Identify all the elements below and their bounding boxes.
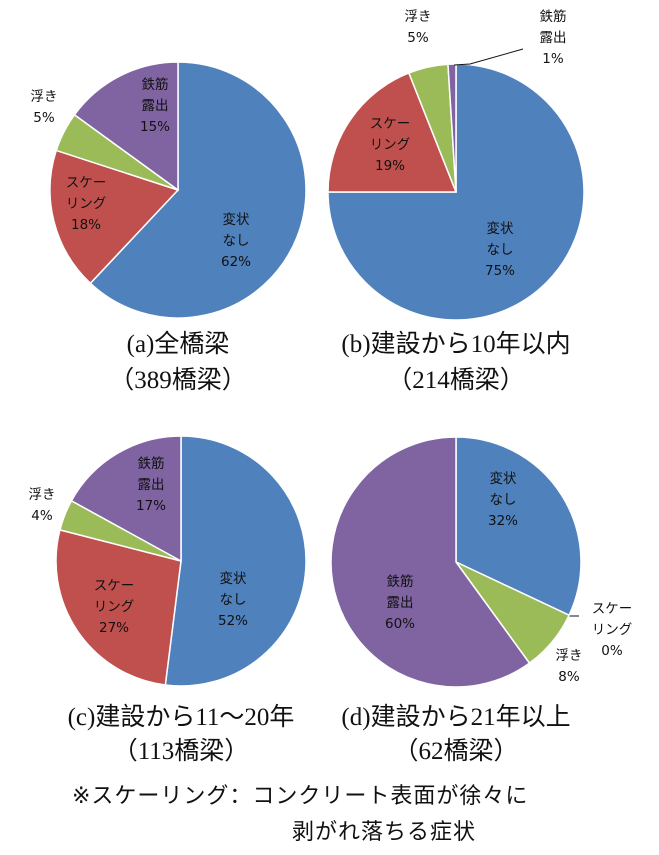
pie-slice-rebar-exposure	[330, 436, 531, 688]
pie-slice-scaling	[49, 149, 180, 285]
slice-label-scaling: スケーリング 19%	[370, 116, 411, 174]
slice-label-scaling: スケーリング 18%	[66, 175, 107, 233]
slice-label-scaling: スケーリング 0%	[592, 601, 633, 659]
slice-label-no-change: 変状なし 32%	[488, 470, 518, 529]
slice-label-delamination: 浮き 5%	[405, 9, 432, 46]
slice-label-delamination: 浮き 8%	[556, 648, 583, 685]
slice-label-rebar-exposure: 鉄筋露出 15%	[140, 76, 170, 135]
slice-label-delamination: 浮き 5%	[31, 89, 58, 126]
slice-label-no-change: 変状なし 52%	[218, 570, 248, 629]
slice-label-delamination: 浮き 4%	[29, 487, 56, 524]
chart-caption: (b)建設から10年以内	[341, 330, 570, 358]
pie-slice-scaling	[327, 72, 458, 193]
bridge-count: （62橋梁）	[393, 737, 518, 765]
pie-slice-no-change	[89, 61, 307, 319]
pie-slice-no-change	[455, 436, 582, 617]
slice-label-no-change: 変状なし 62%	[221, 211, 251, 270]
chart-caption: (a)全橋梁	[127, 330, 230, 358]
slice-label-rebar-exposure: 鉄筋露出 60%	[385, 573, 415, 632]
slice-label-rebar-exposure: 鉄筋露出 1%	[540, 8, 567, 67]
pie-slice-scaling	[55, 528, 182, 686]
chart-caption: (c)建設から11～20年	[68, 703, 295, 731]
bridge-count: （389橋梁）	[109, 366, 247, 394]
pie-chart-b: 変状なし 75% スケーリング 19% 浮き 5% 鉄筋露出 1% (b)建設から10年以内 （2…	[327, 8, 585, 394]
pie-slice-no-change	[164, 435, 307, 687]
bridge-count: （113橋梁）	[113, 737, 250, 765]
slice-label-no-change: 変状なし 75%	[485, 220, 515, 279]
slice-label-scaling: スケーリング 27%	[94, 578, 135, 636]
pie-chart-a: 変状なし 62% スケーリング 18% 浮き 5% 鉄筋露出 15% (a)全橋梁 （389橋梁）	[31, 61, 307, 394]
bridge-count: （214橋梁）	[387, 366, 525, 394]
pie-slice-rebar-exposure	[70, 435, 182, 563]
chart-caption: (d)建設から21年以上	[341, 703, 570, 731]
leader-line-rebar-exposure	[453, 48, 524, 66]
pie-slice-no-change	[327, 63, 585, 321]
pie-slice-rebar-exposure	[447, 63, 457, 193]
footnote-line-1: ※スケーリング：コンクリート表面が徐々に	[72, 784, 529, 809]
footnote-line-2: 剥がれ落ちる症状	[292, 820, 477, 845]
pie-chart-d: 変状なし 32% スケーリング 0% 浮き 8% 鉄筋露出 60% (d)建設から21年以上 （6…	[330, 436, 633, 765]
pie-chart-c: 変状なし 52% スケーリング 27% 浮き 4% 鉄筋露出 17% (c)建設から11～20年…	[29, 435, 307, 765]
pie-slice-rebar-exposure	[73, 61, 179, 192]
slice-label-rebar-exposure: 鉄筋露出 17%	[136, 455, 166, 514]
